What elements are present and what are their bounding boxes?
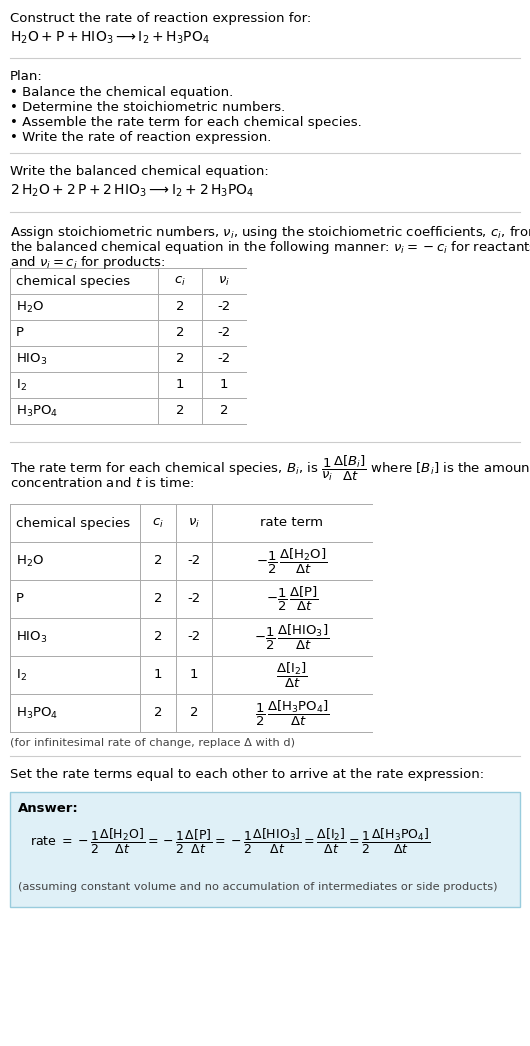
Text: $-\dfrac{1}{2}\,\dfrac{\Delta[\mathrm{H_2O}]}{\Delta t}$: $-\dfrac{1}{2}\,\dfrac{\Delta[\mathrm{H_… [256,546,328,575]
Text: -2: -2 [188,554,201,568]
Text: Set the rate terms equal to each other to arrive at the rate expression:: Set the rate terms equal to each other t… [10,768,484,781]
Text: • Determine the stoichiometric numbers.: • Determine the stoichiometric numbers. [10,101,285,114]
Text: (assuming constant volume and no accumulation of intermediates or side products): (assuming constant volume and no accumul… [18,882,498,892]
Text: (for infinitesimal rate of change, replace Δ with d): (for infinitesimal rate of change, repla… [10,738,295,748]
Text: 2: 2 [154,631,162,643]
Text: rate $= -\dfrac{1}{2}\dfrac{\Delta[\mathrm{H_2O}]}{\Delta t}= -\dfrac{1}{2}\dfra: rate $= -\dfrac{1}{2}\dfrac{\Delta[\math… [30,827,430,856]
Text: rate term: rate term [261,517,323,529]
Text: P: P [16,592,24,606]
Text: $\mathrm{H_2O + P + HIO_3 \longrightarrow I_2 + H_3PO_4}$: $\mathrm{H_2O + P + HIO_3 \longrightarro… [10,30,210,46]
Text: Assign stoichiometric numbers, $\nu_i$, using the stoichiometric coefficients, $: Assign stoichiometric numbers, $\nu_i$, … [10,224,530,241]
Text: $\mathrm{I_2}$: $\mathrm{I_2}$ [16,378,27,392]
Text: $\mathrm{H_2O}$: $\mathrm{H_2O}$ [16,299,44,315]
Text: 2: 2 [190,706,198,720]
Text: $\mathrm{HIO_3}$: $\mathrm{HIO_3}$ [16,351,48,366]
Text: 2: 2 [220,405,228,417]
Text: -2: -2 [188,592,201,606]
Text: chemical species: chemical species [16,517,130,529]
Text: $-\dfrac{1}{2}\,\dfrac{\Delta[\mathrm{HIO_3}]}{\Delta t}$: $-\dfrac{1}{2}\,\dfrac{\Delta[\mathrm{HI… [254,622,330,652]
FancyBboxPatch shape [10,792,520,907]
Text: -2: -2 [217,353,231,365]
Text: $\mathrm{H_3PO_4}$: $\mathrm{H_3PO_4}$ [16,705,58,721]
Text: 2: 2 [154,554,162,568]
Text: • Assemble the rate term for each chemical species.: • Assemble the rate term for each chemic… [10,116,362,129]
Text: $c_i$: $c_i$ [174,274,186,288]
Text: 1: 1 [176,379,184,391]
Text: $\mathrm{I_2}$: $\mathrm{I_2}$ [16,667,27,683]
Text: and $\nu_i = c_i$ for products:: and $\nu_i = c_i$ for products: [10,254,165,271]
Text: 2: 2 [154,592,162,606]
Text: $\mathrm{HIO_3}$: $\mathrm{HIO_3}$ [16,630,48,644]
Text: chemical species: chemical species [16,274,130,288]
Text: Write the balanced chemical equation:: Write the balanced chemical equation: [10,165,269,178]
Text: -2: -2 [217,300,231,314]
Text: $\dfrac{1}{2}\,\dfrac{\Delta[\mathrm{H_3PO_4}]}{\Delta t}$: $\dfrac{1}{2}\,\dfrac{\Delta[\mathrm{H_3… [254,699,329,728]
Text: $\mathrm{H_3PO_4}$: $\mathrm{H_3PO_4}$ [16,404,58,418]
Text: $\dfrac{\Delta[\mathrm{I_2}]}{\Delta t}$: $\dfrac{\Delta[\mathrm{I_2}]}{\Delta t}$ [276,660,308,689]
Text: • Write the rate of reaction expression.: • Write the rate of reaction expression. [10,131,271,144]
Text: $\nu_i$: $\nu_i$ [218,274,230,288]
Text: $\nu_i$: $\nu_i$ [188,517,200,529]
Text: -2: -2 [217,326,231,340]
Text: 1: 1 [220,379,228,391]
Text: Construct the rate of reaction expression for:: Construct the rate of reaction expressio… [10,12,311,25]
Text: 1: 1 [154,668,162,682]
Text: $c_i$: $c_i$ [152,517,164,529]
Text: P: P [16,326,24,340]
Text: -2: -2 [188,631,201,643]
Text: 1: 1 [190,668,198,682]
Text: the balanced chemical equation in the following manner: $\nu_i = -c_i$ for react: the balanced chemical equation in the fo… [10,238,530,256]
Text: Answer:: Answer: [18,802,79,815]
Text: Plan:: Plan: [10,70,43,83]
Text: $\mathrm{H_2O}$: $\mathrm{H_2O}$ [16,553,44,569]
Text: 2: 2 [154,706,162,720]
Text: 2: 2 [176,326,184,340]
Text: • Balance the chemical equation.: • Balance the chemical equation. [10,86,233,99]
Text: The rate term for each chemical species, $B_i$, is $\dfrac{1}{\nu_i}\dfrac{\Delt: The rate term for each chemical species,… [10,454,530,483]
Text: 2: 2 [176,353,184,365]
Text: $-\dfrac{1}{2}\,\dfrac{\Delta[\mathrm{P}]}{\Delta t}$: $-\dfrac{1}{2}\,\dfrac{\Delta[\mathrm{P}… [266,585,319,613]
Text: 2: 2 [176,405,184,417]
Text: $\mathrm{2\,H_2O + 2\,P + 2\,HIO_3 \longrightarrow I_2 + 2\,H_3PO_4}$: $\mathrm{2\,H_2O + 2\,P + 2\,HIO_3 \long… [10,183,254,200]
Text: concentration and $t$ is time:: concentration and $t$ is time: [10,476,194,490]
Text: 2: 2 [176,300,184,314]
